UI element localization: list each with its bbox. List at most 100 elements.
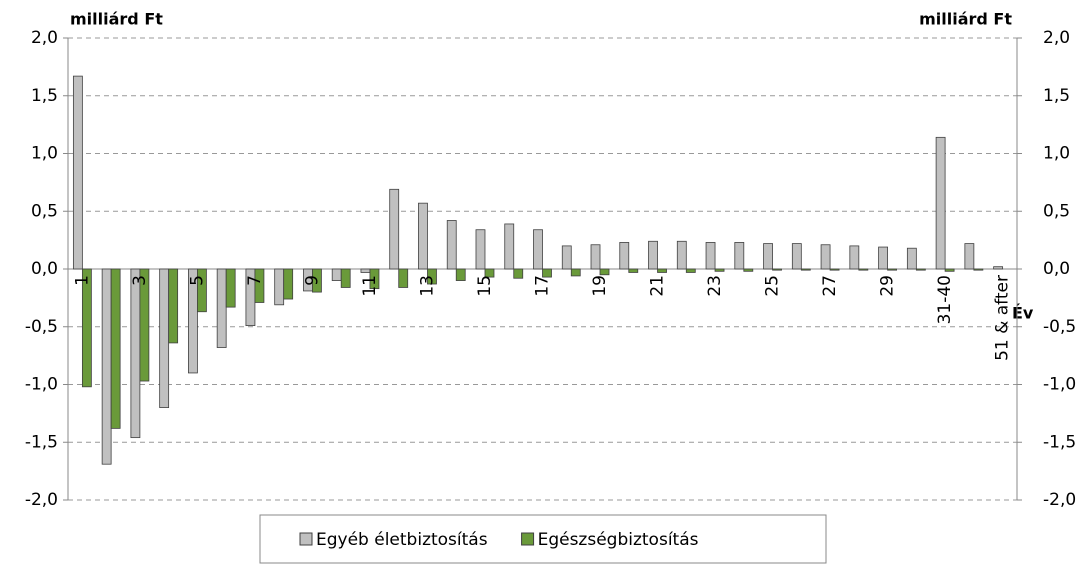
- x-tick-label: 3: [130, 275, 150, 286]
- bar: [312, 268, 322, 293]
- x-tick-label: 27: [820, 275, 840, 297]
- bar: [648, 240, 658, 270]
- bar: [791, 243, 802, 270]
- bar: [331, 268, 342, 281]
- x-tick-label: 13: [417, 275, 437, 297]
- y-tick-label: 1,5: [31, 86, 58, 106]
- y-tick-label: 0,0: [31, 259, 58, 279]
- y2-tick-label: -2,0: [1043, 490, 1076, 510]
- bar: [657, 268, 667, 273]
- bar: [398, 268, 409, 288]
- bar: [763, 243, 773, 270]
- bar: [887, 268, 897, 271]
- bar: [800, 268, 811, 271]
- x-tick-label: 21: [648, 275, 668, 297]
- x-tick-label: 23: [705, 275, 725, 297]
- y2-tick-label: 0,5: [1043, 201, 1070, 221]
- bar: [484, 268, 495, 278]
- bar: [590, 244, 601, 270]
- bar: [973, 268, 984, 271]
- bar: [81, 268, 92, 388]
- bar: [340, 268, 351, 288]
- bar: [878, 246, 888, 270]
- bar: [570, 268, 581, 277]
- bar: [858, 268, 869, 271]
- legend-label: Egyéb életbiztosítás: [316, 530, 488, 550]
- bar: [130, 268, 141, 439]
- x-axis-label: Év: [1012, 304, 1034, 323]
- bar: [283, 268, 294, 300]
- y-tick-label: 1,0: [31, 144, 58, 164]
- bar: [743, 268, 754, 272]
- bar: [993, 266, 1004, 270]
- bar: [427, 268, 437, 285]
- y-tick-label: -1,5: [25, 432, 58, 452]
- bar: [915, 268, 926, 271]
- bar: [504, 223, 515, 270]
- bar: [360, 268, 371, 273]
- bar: [542, 268, 552, 278]
- x-tick-label: 1: [72, 275, 92, 286]
- y-axis-label: milliárd Ft: [70, 10, 163, 29]
- bar: [159, 268, 170, 409]
- legend: [259, 514, 827, 564]
- bar: [475, 229, 486, 270]
- bar: [705, 242, 716, 270]
- bar: [849, 245, 860, 270]
- y-tick-label: -1,0: [25, 375, 58, 395]
- legend-swatch: [521, 532, 535, 546]
- bar: [734, 242, 745, 270]
- x-tick-label: 51 & after: [993, 275, 1013, 361]
- bar: [829, 268, 840, 271]
- x-tick-label: 11: [360, 275, 380, 297]
- bar: [944, 268, 955, 272]
- bar: [599, 268, 610, 276]
- bar: [561, 245, 572, 270]
- x-tick-label: 7: [245, 275, 265, 286]
- bar: [216, 268, 227, 348]
- bar: [772, 268, 782, 271]
- bar: [446, 220, 457, 270]
- bar: [254, 268, 265, 303]
- x-tick-label: 31-40: [935, 275, 955, 324]
- bar: [369, 268, 380, 290]
- bar: [389, 188, 400, 270]
- bar: [820, 244, 831, 270]
- bar: [676, 240, 687, 270]
- bar: [418, 202, 428, 270]
- bar: [72, 75, 83, 270]
- bar: [455, 268, 466, 281]
- y-tick-label: 0,5: [31, 201, 58, 221]
- y-tick-label: 2,0: [31, 28, 58, 48]
- y2-tick-label: -1,5: [1043, 432, 1076, 452]
- bar: [139, 268, 150, 382]
- bar: [935, 136, 946, 270]
- bar: [714, 268, 725, 272]
- bar: [513, 268, 524, 279]
- bar: [628, 268, 639, 273]
- bar: [110, 268, 121, 429]
- y2-tick-label: 1,5: [1043, 86, 1070, 106]
- x-tick-label: 29: [878, 275, 898, 297]
- bar: [906, 247, 917, 270]
- bar: [274, 268, 285, 306]
- bar: [225, 268, 236, 308]
- y2-tick-label: 2,0: [1043, 28, 1070, 48]
- bar: [168, 268, 179, 344]
- y2-tick-label: -1,0: [1043, 375, 1076, 395]
- y2-axis-label: milliárd Ft: [919, 10, 1012, 29]
- bar: [188, 268, 198, 374]
- y2-tick-label: 1,0: [1043, 144, 1070, 164]
- y2-tick-label: 0,0: [1043, 259, 1070, 279]
- bar: [964, 243, 975, 270]
- x-tick-label: 9: [302, 275, 322, 286]
- legend-swatch: [299, 532, 313, 546]
- y-tick-label: -2,0: [25, 490, 58, 510]
- y2-tick-label: -0,5: [1043, 317, 1076, 337]
- bar: [101, 268, 112, 465]
- x-tick-label: 19: [590, 275, 610, 297]
- bar: [533, 229, 543, 270]
- x-tick-label: 25: [763, 275, 783, 297]
- bar: [619, 242, 630, 270]
